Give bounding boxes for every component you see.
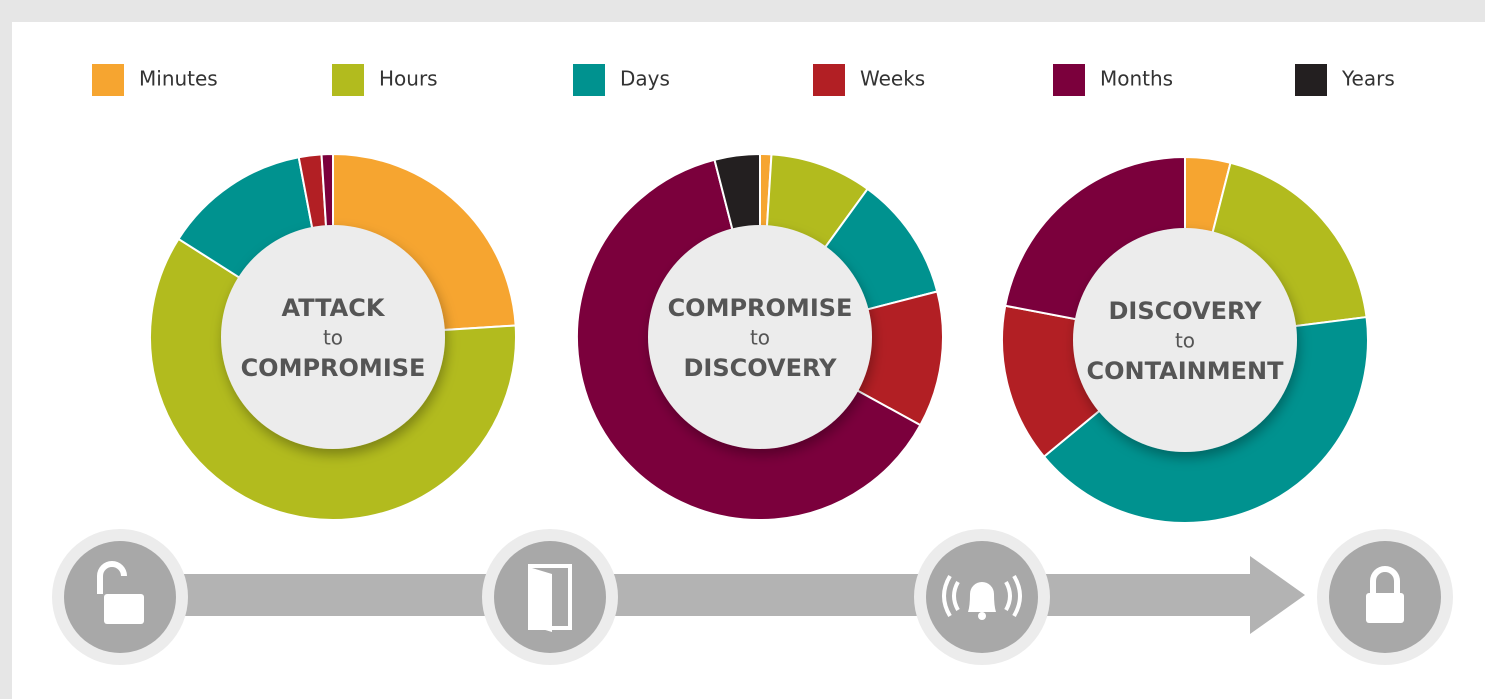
stage-open-lock [52,529,188,665]
donut-center-label: ATTACK [282,294,386,322]
legend-swatch [813,64,845,96]
donut-center-label: to [1175,329,1195,353]
legend-swatch [332,64,364,96]
donut-center-label: DISCOVERY [1108,297,1262,325]
legend-label: Months [1100,67,1173,91]
legend-label: Weeks [860,67,925,91]
donut-center-label: DISCOVERY [683,354,837,382]
stage-closed-lock [1317,529,1453,665]
legend-swatch [573,64,605,96]
legend-label: Hours [379,67,438,91]
donut-center-label: CONTAINMENT [1087,357,1285,385]
donut-chart: COMPROMISE to DISCOVERY [576,152,944,521]
timeline-arrowhead [1250,556,1305,634]
donut-center-label: to [750,326,770,350]
stage-door [482,529,618,665]
donut-chart: DISCOVERY to CONTAINMENT [1001,155,1370,524]
legend-swatch [1295,64,1327,96]
donut-center-label: to [323,326,343,350]
legend-swatch [1053,64,1085,96]
legend-label: Days [620,67,670,91]
legend-swatch [92,64,124,96]
timeline-bar [120,574,1260,616]
timeline [52,529,1453,665]
donut-center-label: COMPROMISE [668,294,853,322]
donut-center-label: COMPROMISE [241,354,426,382]
donut-chart: ATTACK to COMPROMISE [149,152,517,521]
legend-label: Minutes [139,67,218,91]
stage-alarm [914,529,1050,665]
donut-hole [1073,228,1297,452]
donut-hole [221,225,445,449]
donut-hole [648,225,872,449]
legend-label: Years [1341,67,1395,91]
